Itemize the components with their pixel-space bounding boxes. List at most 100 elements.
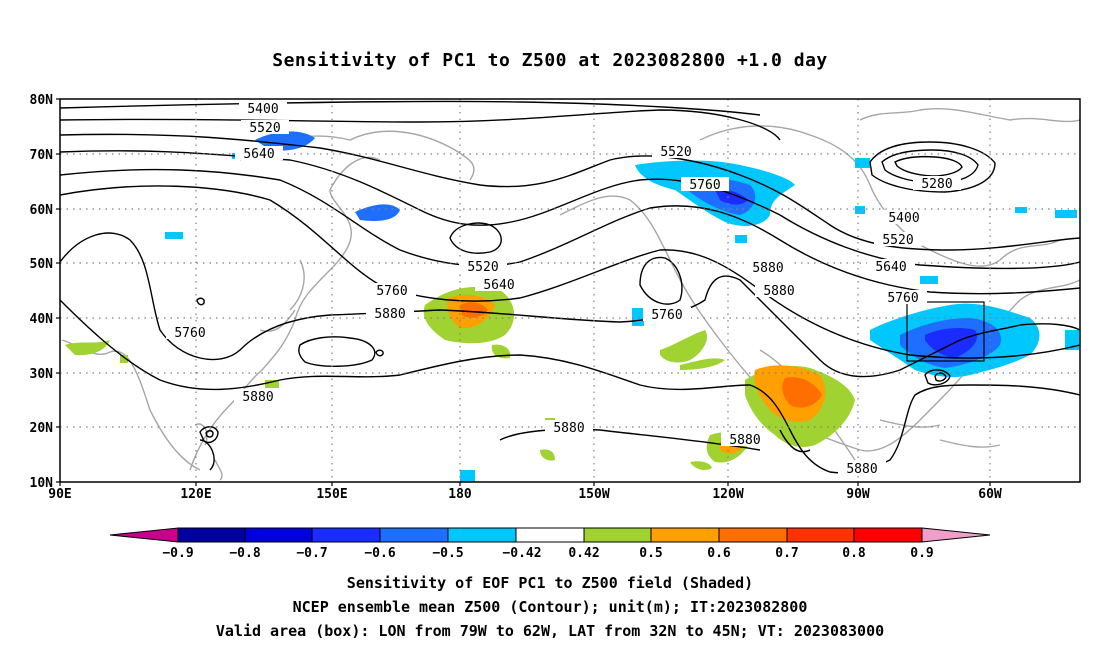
svg-text:5520: 5520 [467, 260, 498, 275]
colorbar-swatch [786, 527, 855, 543]
lat-label: 20N [30, 421, 54, 436]
axis-ticks [56, 98, 991, 486]
colorbar-swatch [447, 527, 517, 543]
colorbar-over-triangle [921, 527, 991, 543]
contour-label: 5760 [643, 307, 691, 323]
contour-label: 5880 [234, 389, 282, 405]
contour-label: 5760 [879, 290, 927, 306]
map-frame [59, 98, 1081, 483]
lat-label: 40N [30, 312, 54, 327]
svg-text:5880: 5880 [242, 390, 273, 405]
map-title: Sensitivity of PC1 to Z500 at 2023082800… [272, 50, 828, 71]
lat-label: 30N [30, 367, 54, 382]
svg-text:5880: 5880 [729, 433, 760, 448]
contour-label: 5520 [874, 232, 922, 248]
svg-text:5880: 5880 [763, 284, 794, 299]
colorbar-label: −0.9 [162, 546, 193, 561]
lon-label: 180 [448, 487, 472, 502]
lon-label: 120E [180, 487, 211, 502]
valid-area-box [906, 301, 985, 362]
svg-text:5880: 5880 [374, 307, 405, 322]
colorbar-label: 0.8 [842, 546, 866, 561]
footer-line-2: NCEP ensemble mean Z500 (Contour); unit(… [292, 598, 808, 616]
svg-text:5280: 5280 [921, 177, 952, 192]
lat-label: 60N [30, 203, 54, 218]
contour-label: 5400 [239, 101, 287, 117]
lon-label: 150W [578, 487, 609, 502]
contour-label: 5520 [459, 259, 507, 275]
lon-label: 90E [48, 487, 71, 502]
contour-label: 5880 [366, 306, 414, 322]
lat-label: 70N [30, 148, 54, 163]
lon-label: 120W [712, 487, 743, 502]
svg-text:5760: 5760 [689, 178, 720, 193]
colorbar-label: 0.7 [775, 546, 798, 561]
contour-label: 5520 [241, 120, 289, 136]
graticule [60, 99, 1080, 482]
colorbar-swatch [583, 527, 652, 543]
lon-label: 60W [978, 487, 1002, 502]
colorbar-label: −0.6 [364, 546, 395, 561]
svg-text:5640: 5640 [243, 147, 274, 162]
contour-label: 5640 [235, 146, 283, 162]
colorbar-label: −0.42 [502, 546, 541, 561]
contour-label: 5400 [880, 210, 928, 226]
svg-text:5760: 5760 [651, 308, 682, 323]
contour-label: 5760 [368, 283, 416, 299]
lat-label: 80N [30, 93, 54, 108]
svg-text:5880: 5880 [846, 462, 877, 477]
contour-label: 5880 [545, 420, 593, 436]
contour-label: 5280 [913, 176, 961, 192]
svg-text:5760: 5760 [376, 284, 407, 299]
svg-text:5520: 5520 [249, 121, 280, 136]
latitude-labels: 80N 70N 60N 50N 40N 30N 20N 10N [30, 93, 54, 491]
lon-label: 150E [316, 487, 347, 502]
colorbar-swatch [515, 527, 585, 543]
contour-label: 5880 [838, 461, 886, 477]
colorbar-label: 0.9 [910, 546, 933, 561]
svg-text:5880: 5880 [553, 421, 584, 436]
contour-label: 5520 [652, 144, 700, 160]
contour-label: 5760 [166, 325, 214, 341]
colorbar-label: 0.6 [707, 546, 731, 561]
svg-text:5520: 5520 [660, 145, 691, 160]
colorbar-swatch [177, 527, 246, 543]
svg-text:5640: 5640 [483, 278, 514, 293]
z500-contours [60, 100, 1080, 474]
colorbar-swatch [718, 527, 788, 543]
svg-text:5760: 5760 [887, 291, 918, 306]
svg-text:5400: 5400 [888, 211, 919, 226]
contour-labels: 5400 5520 5640 5520 5760 5280 5400 5520 … [166, 101, 961, 477]
contour-label: 5640 [475, 277, 523, 293]
longitude-labels: 90E 120E 150E 180 150W 120W 90W 60W [48, 487, 1002, 502]
lat-label: 50N [30, 257, 54, 272]
colorbar-label: −0.7 [296, 546, 327, 561]
colorbar-swatch [650, 527, 720, 543]
footer-line-3: Valid area (box): LON from 79W to 62W, L… [215, 622, 885, 640]
svg-text:5640: 5640 [875, 260, 906, 275]
lat-label: 10N [30, 476, 54, 491]
svg-text:5520: 5520 [882, 233, 913, 248]
colorbar-swatch [853, 527, 923, 543]
colorbar-under-triangle [109, 527, 179, 543]
contour-label: 5880 [744, 260, 792, 276]
colorbar-label: −0.8 [229, 546, 260, 561]
svg-text:5400: 5400 [247, 102, 278, 117]
colorbar-label: 0.5 [639, 546, 662, 561]
colorbar-labels: −0.9 −0.8 −0.7 −0.6 −0.5 −0.42 0.42 0.5 … [162, 546, 933, 561]
colorbar-swatch [311, 527, 381, 543]
colorbar-swatch [379, 527, 449, 543]
colorbar [109, 527, 991, 543]
svg-text:5760: 5760 [174, 326, 205, 341]
colorbar-label: 0.42 [568, 546, 599, 561]
contour-label: 5760 [681, 177, 729, 193]
contour-label: 5640 [867, 259, 915, 275]
contour-label: 5880 [721, 432, 769, 448]
lon-label: 90W [846, 487, 870, 502]
footer-line-1: Sensitivity of EOF PC1 to Z500 field (Sh… [346, 574, 754, 592]
colorbar-label: −0.5 [432, 546, 463, 561]
contour-label: 5880 [755, 283, 803, 299]
colorbar-swatch [244, 527, 313, 543]
svg-text:5880: 5880 [752, 261, 783, 276]
